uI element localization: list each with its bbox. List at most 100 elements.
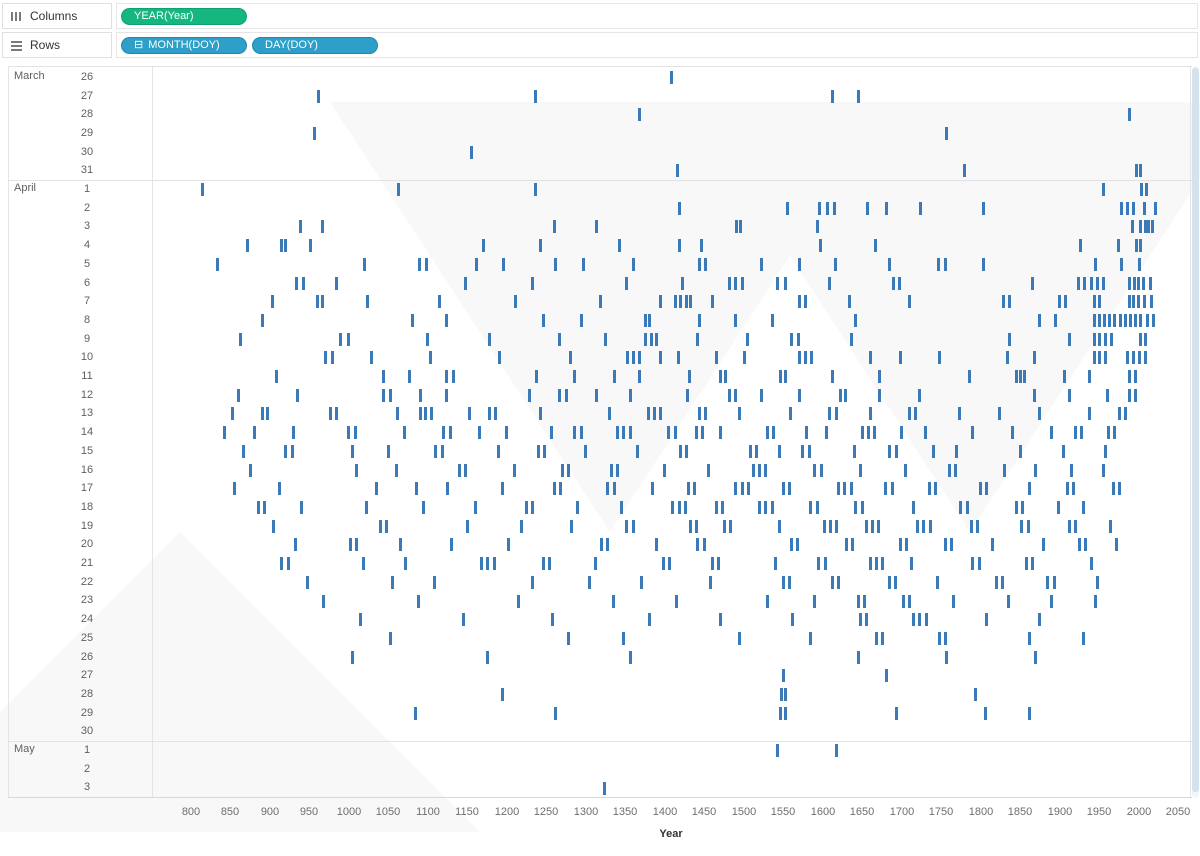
row-header-day[interactable]: 24: [80, 613, 94, 625]
mark[interactable]: [904, 463, 908, 477]
mark[interactable]: [1139, 239, 1143, 253]
mark[interactable]: [801, 444, 805, 458]
mark[interactable]: [1068, 332, 1072, 346]
mark[interactable]: [784, 370, 788, 384]
mark[interactable]: [346, 332, 350, 346]
mark[interactable]: [1024, 557, 1028, 571]
mark[interactable]: [962, 164, 966, 178]
mark[interactable]: [262, 500, 266, 514]
mark[interactable]: [677, 500, 681, 514]
mark[interactable]: [915, 519, 919, 533]
mark[interactable]: [949, 538, 953, 552]
mark[interactable]: [909, 557, 913, 571]
mark[interactable]: [1092, 313, 1096, 327]
mark[interactable]: [825, 201, 829, 215]
mark[interactable]: [320, 220, 324, 234]
mark[interactable]: [677, 201, 681, 215]
mark[interactable]: [480, 557, 484, 571]
mark[interactable]: [538, 407, 542, 421]
mark[interactable]: [1031, 557, 1035, 571]
mark[interactable]: [201, 183, 205, 196]
mark[interactable]: [734, 482, 738, 496]
mark[interactable]: [422, 500, 426, 514]
mark[interactable]: [1118, 407, 1122, 421]
mark[interactable]: [557, 332, 561, 346]
mark[interactable]: [388, 388, 392, 402]
mark[interactable]: [1073, 426, 1077, 440]
mark[interactable]: [788, 482, 791, 496]
mark[interactable]: [764, 500, 768, 514]
mark[interactable]: [701, 426, 705, 440]
mark[interactable]: [1081, 631, 1085, 645]
mark[interactable]: [375, 482, 379, 496]
mark[interactable]: [1034, 463, 1038, 477]
mark[interactable]: [1141, 276, 1145, 290]
columns-shelf-area[interactable]: YEAR(Year): [116, 3, 1198, 29]
mark[interactable]: [874, 631, 878, 645]
mark[interactable]: [843, 482, 847, 496]
mark[interactable]: [714, 500, 718, 514]
mark[interactable]: [1111, 482, 1115, 496]
collapse-hierarchy-icon[interactable]: ⊟: [134, 38, 144, 51]
mark[interactable]: [668, 557, 671, 571]
mark[interactable]: [658, 351, 662, 365]
mark[interactable]: [598, 295, 602, 309]
mark[interactable]: [1062, 370, 1066, 384]
mark[interactable]: [566, 463, 570, 477]
mark[interactable]: [588, 575, 592, 589]
mark[interactable]: [541, 313, 545, 327]
mark[interactable]: [404, 557, 408, 571]
mark[interactable]: [828, 407, 832, 421]
mark[interactable]: [525, 500, 529, 514]
mark[interactable]: [686, 482, 690, 496]
mark[interactable]: [464, 276, 468, 290]
mark[interactable]: [1107, 426, 1110, 440]
mark[interactable]: [798, 388, 802, 402]
mark[interactable]: [1103, 313, 1107, 327]
row-header-day[interactable]: 5: [83, 258, 91, 270]
mark[interactable]: [965, 500, 969, 514]
mark[interactable]: [248, 463, 252, 477]
mark[interactable]: [1050, 594, 1054, 608]
mark[interactable]: [505, 426, 509, 440]
mark[interactable]: [364, 500, 368, 514]
mark[interactable]: [611, 594, 615, 608]
mark[interactable]: [859, 463, 863, 477]
mark[interactable]: [1072, 482, 1076, 496]
mark[interactable]: [868, 351, 872, 365]
row-header-day[interactable]: 18: [80, 501, 94, 513]
mark[interactable]: [900, 426, 904, 440]
mark[interactable]: [884, 482, 888, 496]
mark[interactable]: [488, 332, 491, 346]
mark[interactable]: [856, 89, 860, 103]
mark[interactable]: [658, 295, 662, 309]
mark[interactable]: [733, 276, 737, 290]
mark[interactable]: [1137, 257, 1141, 271]
mark[interactable]: [773, 557, 777, 571]
mark[interactable]: [245, 239, 249, 253]
mark[interactable]: [878, 370, 881, 384]
mark[interactable]: [810, 351, 814, 365]
mark[interactable]: [784, 688, 788, 701]
mark[interactable]: [943, 257, 947, 271]
mark[interactable]: [1008, 332, 1012, 346]
mark[interactable]: [494, 407, 498, 421]
mark[interactable]: [461, 613, 465, 627]
mark[interactable]: [694, 426, 698, 440]
mark[interactable]: [837, 575, 840, 589]
row-header-day[interactable]: 16: [80, 464, 94, 476]
mark[interactable]: [938, 631, 941, 645]
mark[interactable]: [853, 313, 857, 327]
mark[interactable]: [894, 444, 898, 458]
mark[interactable]: [1126, 201, 1129, 215]
mark[interactable]: [402, 426, 406, 440]
mark[interactable]: [442, 426, 446, 440]
mark[interactable]: [702, 538, 706, 552]
mark[interactable]: [851, 538, 855, 552]
mark[interactable]: [784, 706, 788, 720]
mark[interactable]: [733, 313, 737, 327]
mark[interactable]: [432, 575, 436, 589]
mark[interactable]: [492, 557, 496, 571]
mark[interactable]: [594, 220, 598, 234]
mark[interactable]: [717, 557, 720, 571]
